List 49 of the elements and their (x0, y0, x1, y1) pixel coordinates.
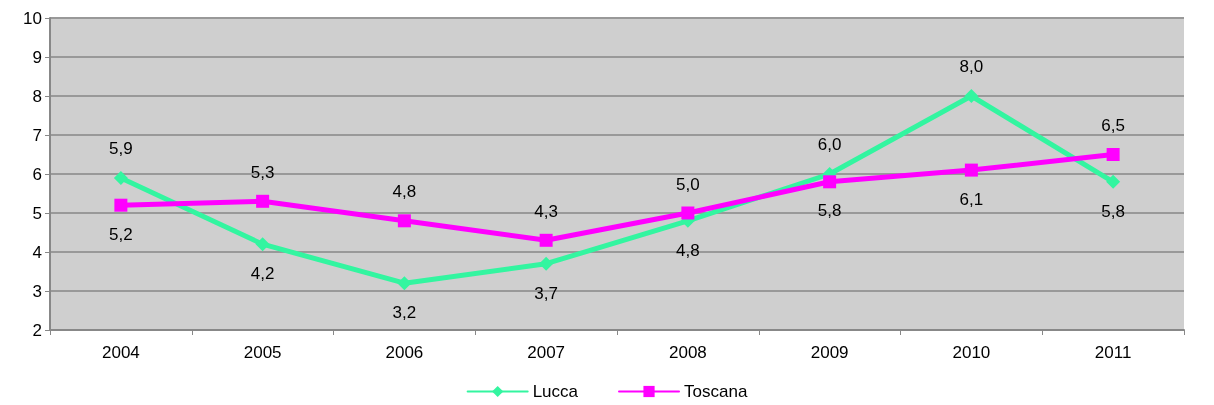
point (681, 206, 695, 220)
y-tick-label: 5 (32, 203, 42, 223)
x-tick-label: 2008 (668, 343, 707, 362)
y-tick-label: 7 (32, 125, 42, 145)
point (823, 175, 837, 189)
point (964, 163, 978, 177)
y-tick-label: 8 (32, 86, 42, 106)
y-tick-label: 10 (23, 8, 42, 28)
point (964, 89, 979, 103)
data-label: 5,9 (109, 138, 133, 158)
data-label: 6,0 (817, 135, 842, 154)
data-label: 5,0 (676, 174, 700, 194)
y-tick-label: 9 (32, 47, 42, 67)
x-tick-label: 2010 (952, 343, 991, 362)
y-tick-label: 4 (32, 242, 42, 262)
data-label: 6,1 (959, 189, 984, 209)
data-label: 4,3 (534, 201, 558, 221)
x-tick-label: 2005 (243, 343, 282, 362)
x-tick-label: 2007 (527, 343, 566, 362)
point (256, 194, 270, 208)
data-label: 5,3 (250, 162, 275, 182)
point (1106, 148, 1120, 161)
data-label: 3,2 (392, 303, 417, 323)
y-tick-label: 6 (32, 164, 42, 184)
data-label: 4,2 (250, 264, 275, 284)
point (539, 256, 554, 271)
x-tick-label: 2009 (810, 343, 849, 362)
data-label: 4,8 (676, 240, 700, 260)
point (113, 170, 128, 185)
point (255, 237, 270, 252)
x-tick-label: 2006 (385, 343, 424, 362)
data-label: 6,5 (1101, 116, 1125, 135)
data-label: 5,8 (1101, 201, 1125, 221)
data-label: 5,8 (817, 201, 842, 221)
point (397, 276, 412, 291)
point (397, 214, 411, 228)
data-label: 4,8 (392, 182, 417, 202)
data-label: 3,7 (534, 283, 558, 303)
legend-label: Lucca (532, 382, 579, 401)
x-tick-label: 2004 (101, 343, 140, 362)
y-tick-label: 2 (32, 320, 42, 340)
point (1106, 174, 1121, 189)
x-tick-label: 2011 (1094, 343, 1132, 362)
legend-label: Toscana (684, 382, 748, 401)
y-tick-label: 3 (32, 281, 42, 301)
point (539, 233, 553, 247)
point (114, 198, 128, 212)
data-label: 8,0 (959, 57, 984, 76)
data-label: 5,2 (109, 224, 133, 244)
